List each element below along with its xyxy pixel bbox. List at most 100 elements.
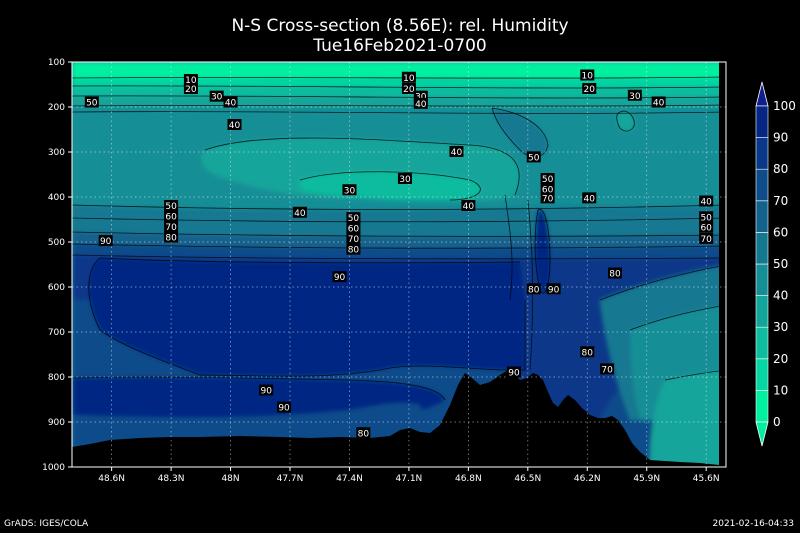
colorbar-tick-label: 50 (773, 257, 788, 271)
contour-label: 70 (164, 221, 179, 233)
contour-label-bg (98, 235, 113, 247)
contour-line-17 (599, 264, 726, 301)
contour-label: 30 (397, 173, 412, 185)
contour-label: 40 (651, 96, 666, 109)
y-tick-label: 300 (48, 148, 65, 158)
contour-label-bg (600, 363, 615, 375)
contour-label-bg (342, 184, 357, 196)
contour-label: 90 (259, 384, 274, 397)
contour-label: 50 (526, 151, 541, 163)
contour-label-text: 60 (700, 224, 712, 234)
contour-label: 60 (346, 222, 361, 235)
humidity-band-15 (492, 108, 548, 157)
contour-label-text: 30 (415, 93, 427, 103)
contour-label: 10 (580, 69, 595, 82)
contour-label: 90 (546, 283, 561, 295)
contour-label-bg (277, 401, 292, 413)
y-tick-label: 900 (48, 418, 65, 428)
colorbar-tick-label: 0 (773, 415, 781, 429)
contour-label: 30 (209, 90, 224, 103)
humidity-band-17 (72, 78, 726, 88)
contour-label: 70 (600, 363, 615, 375)
contour-label-text: 90 (260, 387, 272, 397)
contour-label-bg (397, 173, 412, 184)
contour-label-text: 80 (348, 246, 360, 256)
plot-frame (71, 61, 727, 468)
colorbar-bottom-arrow (755, 421, 769, 447)
contour-label-text: 30 (629, 92, 641, 102)
humidity-band-9 (72, 402, 430, 440)
contour-label-bg (401, 83, 416, 94)
contour-line-12 (99, 257, 521, 264)
contour-label-text: 30 (344, 186, 356, 196)
humidity-band-10 (535, 209, 550, 294)
contour-label-text: 40 (700, 198, 712, 208)
contour-label: 40 (449, 146, 464, 158)
contour-label-bg (582, 83, 597, 94)
colorbar-segment-8 (755, 137, 769, 170)
contour-line-1 (72, 85, 726, 89)
contour-label-text: 70 (348, 235, 360, 245)
contour-label-bg (164, 200, 179, 211)
contour-line-22 (504, 194, 513, 301)
humidity-band-13 (650, 370, 726, 467)
contour-label: 90 (277, 401, 292, 414)
colorbar-tick-label: 10 (773, 383, 788, 397)
contour-line-18 (629, 304, 726, 331)
humidity-band-16 (72, 62, 726, 80)
contour-label-text: 10 (403, 74, 415, 84)
contour-label: 30 (413, 90, 428, 103)
contour-label-text: 10 (185, 76, 197, 86)
contour-label-bg (164, 231, 179, 243)
contour-label: 20 (183, 83, 198, 95)
contour-line-21 (616, 110, 635, 132)
contour-line-5 (204, 137, 520, 196)
contour-label-bg (346, 212, 361, 224)
contour-label-text: 70 (700, 235, 712, 245)
contour-line-9 (72, 231, 726, 237)
contour-label-text: 80 (528, 285, 540, 295)
contour-label: 20 (401, 83, 416, 95)
colorbar-segment-6 (755, 200, 769, 233)
colorbar-segment-9 (755, 105, 769, 138)
contour-label: 90 (506, 366, 521, 379)
contour-label-text: 70 (601, 365, 613, 375)
contour-label-bg (699, 211, 714, 223)
contour-label: 60 (699, 221, 714, 234)
x-tick-label: 48N (221, 474, 239, 484)
chart-subtitle: Tue16Feb2021-0700 (313, 36, 487, 56)
x-tick-label: 46.8N (455, 474, 482, 484)
x-tick-label: 46.2N (574, 474, 601, 484)
contour-label-bg (164, 221, 179, 233)
contour-label: 40 (227, 119, 242, 131)
x-tick-label: 47.4N (336, 474, 363, 484)
contour-label-bg (580, 69, 595, 81)
colorbar-segment-0 (755, 390, 769, 423)
contour-label-text: 40 (294, 209, 306, 219)
contour-label-text: 90 (548, 285, 560, 295)
contour-label-bg (651, 96, 666, 108)
contour-line-4 (72, 111, 726, 114)
contour-label-bg (526, 151, 541, 163)
contour-label-bg (183, 74, 198, 85)
colorbar-tick-label: 100 (773, 99, 796, 113)
contour-label-text: 30 (211, 93, 223, 103)
contour-line-16 (534, 209, 551, 294)
colorbar-tick-label: 20 (773, 352, 788, 366)
chart-title: N-S Cross-section (8.56E): rel. Humidity (231, 16, 569, 36)
y-tick-label: 100 (48, 58, 65, 68)
colorbar-tick-label: 90 (773, 131, 788, 145)
contour-label: 80 (580, 346, 595, 358)
contour-line-14 (199, 300, 526, 377)
contour-label-text: 40 (463, 202, 475, 212)
contour-label-bg (346, 243, 361, 255)
colorbar-segment-7 (755, 168, 769, 202)
humidity-band-7 (88, 258, 525, 377)
contour-label: 40 (699, 195, 714, 208)
contour-label: 30 (342, 184, 357, 196)
contour-label-text: 40 (229, 121, 241, 131)
contour-label-bg (461, 200, 476, 211)
contour-label-bg (540, 173, 555, 184)
contour-label-bg (346, 222, 361, 234)
